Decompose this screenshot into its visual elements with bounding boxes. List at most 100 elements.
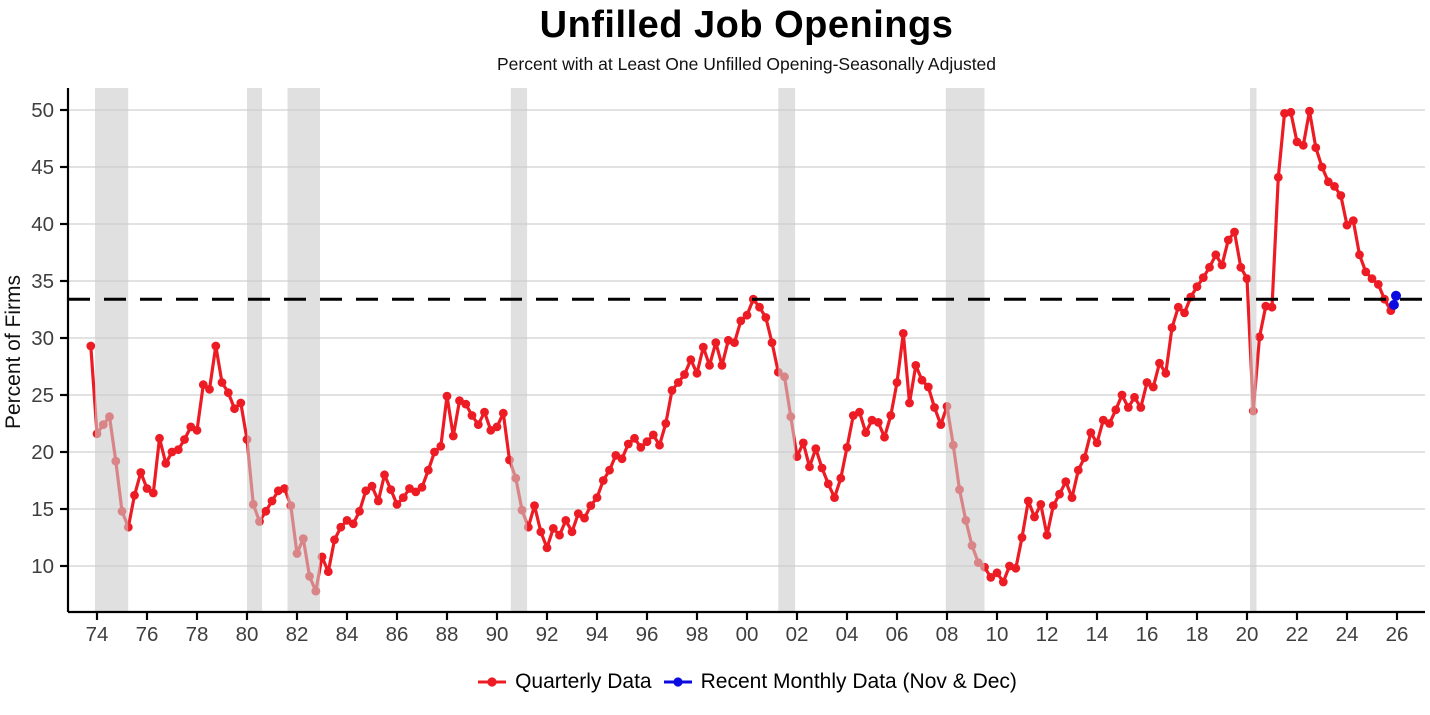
quarterly-line xyxy=(89,109,1393,593)
quarterly-point xyxy=(711,338,721,347)
quarterly-point xyxy=(1048,501,1058,510)
quarterly-point xyxy=(842,443,852,452)
quarterly-point xyxy=(448,431,458,441)
quarterly-point xyxy=(1173,302,1183,312)
quarterly-point xyxy=(992,568,1002,578)
quarterly-point xyxy=(1373,280,1383,289)
quarterly-point xyxy=(1198,273,1208,282)
quarterly-point xyxy=(998,577,1008,587)
quarterly-point xyxy=(361,486,371,496)
legend-item-monthly: Recent Monthly Data (Nov & Dec) xyxy=(662,670,1017,694)
quarterly-point xyxy=(367,481,377,491)
quarterly-point xyxy=(442,391,452,401)
x-tick-label: 76 xyxy=(136,623,159,646)
quarterly-point xyxy=(1311,143,1321,153)
quarterly-point xyxy=(411,487,421,497)
quarterly-point xyxy=(567,527,577,537)
quarterly-point xyxy=(761,313,771,322)
quarterly-point xyxy=(1130,392,1139,402)
quarterly-point xyxy=(267,496,277,506)
quarterly-point xyxy=(1317,162,1327,172)
quarterly-point xyxy=(1348,216,1358,226)
quarterly-point xyxy=(898,329,908,338)
quarterly-point xyxy=(1111,405,1121,415)
quarterly-point xyxy=(436,441,446,451)
quarterly-point xyxy=(1336,191,1346,200)
x-tick-label: 22 xyxy=(1286,623,1309,646)
quarterly-point xyxy=(1080,453,1089,463)
x-tick-label: 26 xyxy=(1386,623,1409,646)
quarterly-point xyxy=(355,506,364,516)
quarterly-point xyxy=(173,445,183,455)
y-tick-label: 10 xyxy=(31,555,54,578)
quarterly-point xyxy=(1017,533,1027,542)
quarterly-point xyxy=(136,468,146,477)
quarterly-point xyxy=(373,496,383,506)
recession-band xyxy=(945,88,985,612)
quarterly-point xyxy=(623,439,633,449)
quarterly-point xyxy=(230,404,239,414)
quarterly-point xyxy=(911,361,921,370)
quarterly-point xyxy=(805,462,814,472)
quarterly-point xyxy=(798,438,808,448)
monthly-series-key-icon xyxy=(663,677,692,687)
quarterly-point xyxy=(561,516,571,525)
quarterly-point xyxy=(742,310,752,320)
quarterly-point xyxy=(655,440,664,450)
quarterly-point xyxy=(1117,390,1127,400)
quarterly-point xyxy=(686,355,696,365)
x-tick-label: 00 xyxy=(736,623,759,646)
recession-band xyxy=(778,88,796,612)
x-tick-label: 94 xyxy=(586,623,609,646)
quarterly-point xyxy=(680,370,689,379)
quarterly-point xyxy=(861,428,871,437)
quarterly-point xyxy=(917,375,927,385)
quarterly-point xyxy=(886,411,896,420)
x-tick-label: 12 xyxy=(1036,623,1059,646)
quarterly-point xyxy=(386,485,396,494)
x-tick-label: 90 xyxy=(486,623,509,646)
x-tick-label: 14 xyxy=(1086,623,1109,646)
quarterly-point xyxy=(1286,107,1296,117)
quarterly-point xyxy=(767,338,777,347)
quarterly-point xyxy=(836,473,846,483)
quarterly-point xyxy=(1161,368,1171,378)
quarterly-point xyxy=(830,493,839,502)
quarterly-point xyxy=(336,522,346,532)
quarterly-point xyxy=(1180,308,1189,318)
x-tick-label: 80 xyxy=(236,623,259,646)
quarterly-point xyxy=(473,420,483,429)
quarterly-point xyxy=(1036,500,1046,509)
monthly-series xyxy=(1388,290,1401,310)
recession-band xyxy=(287,88,320,612)
x-tick-label: 06 xyxy=(886,623,909,646)
x-tick-label: 88 xyxy=(436,623,459,646)
recession-band xyxy=(1250,88,1257,612)
quarterly-point xyxy=(280,484,289,493)
quarterly-point xyxy=(217,378,227,387)
x-tick-label: 04 xyxy=(836,623,859,646)
x-tick-label: 82 xyxy=(286,623,309,646)
quarterly-point xyxy=(1236,262,1246,272)
legend-item-quarterly: Quarterly Data xyxy=(476,670,652,694)
x-tick-label: 86 xyxy=(386,623,409,646)
monthly-point xyxy=(1391,290,1401,301)
quarterly-point xyxy=(205,384,214,394)
y-tick-label: 40 xyxy=(31,213,54,236)
y-tick-label: 50 xyxy=(31,99,54,122)
monthly-point xyxy=(1388,299,1399,310)
quarterly-point xyxy=(1323,177,1333,187)
quarterly-point xyxy=(148,488,158,498)
quarterly-point xyxy=(936,420,946,429)
quarterly-point xyxy=(1123,403,1133,412)
legend-label-quarterly: Quarterly Data xyxy=(515,670,652,693)
x-tick-label: 16 xyxy=(1136,623,1159,646)
y-tick-label: 35 xyxy=(31,270,54,293)
quarterly-point xyxy=(673,378,683,387)
quarterly-series-key-icon xyxy=(478,677,507,687)
quarterly-point xyxy=(155,433,164,443)
x-tick-label: 02 xyxy=(786,623,809,646)
quarterly-point xyxy=(1305,106,1314,116)
quarterly-point xyxy=(1298,140,1308,150)
quarterly-point xyxy=(811,444,821,453)
